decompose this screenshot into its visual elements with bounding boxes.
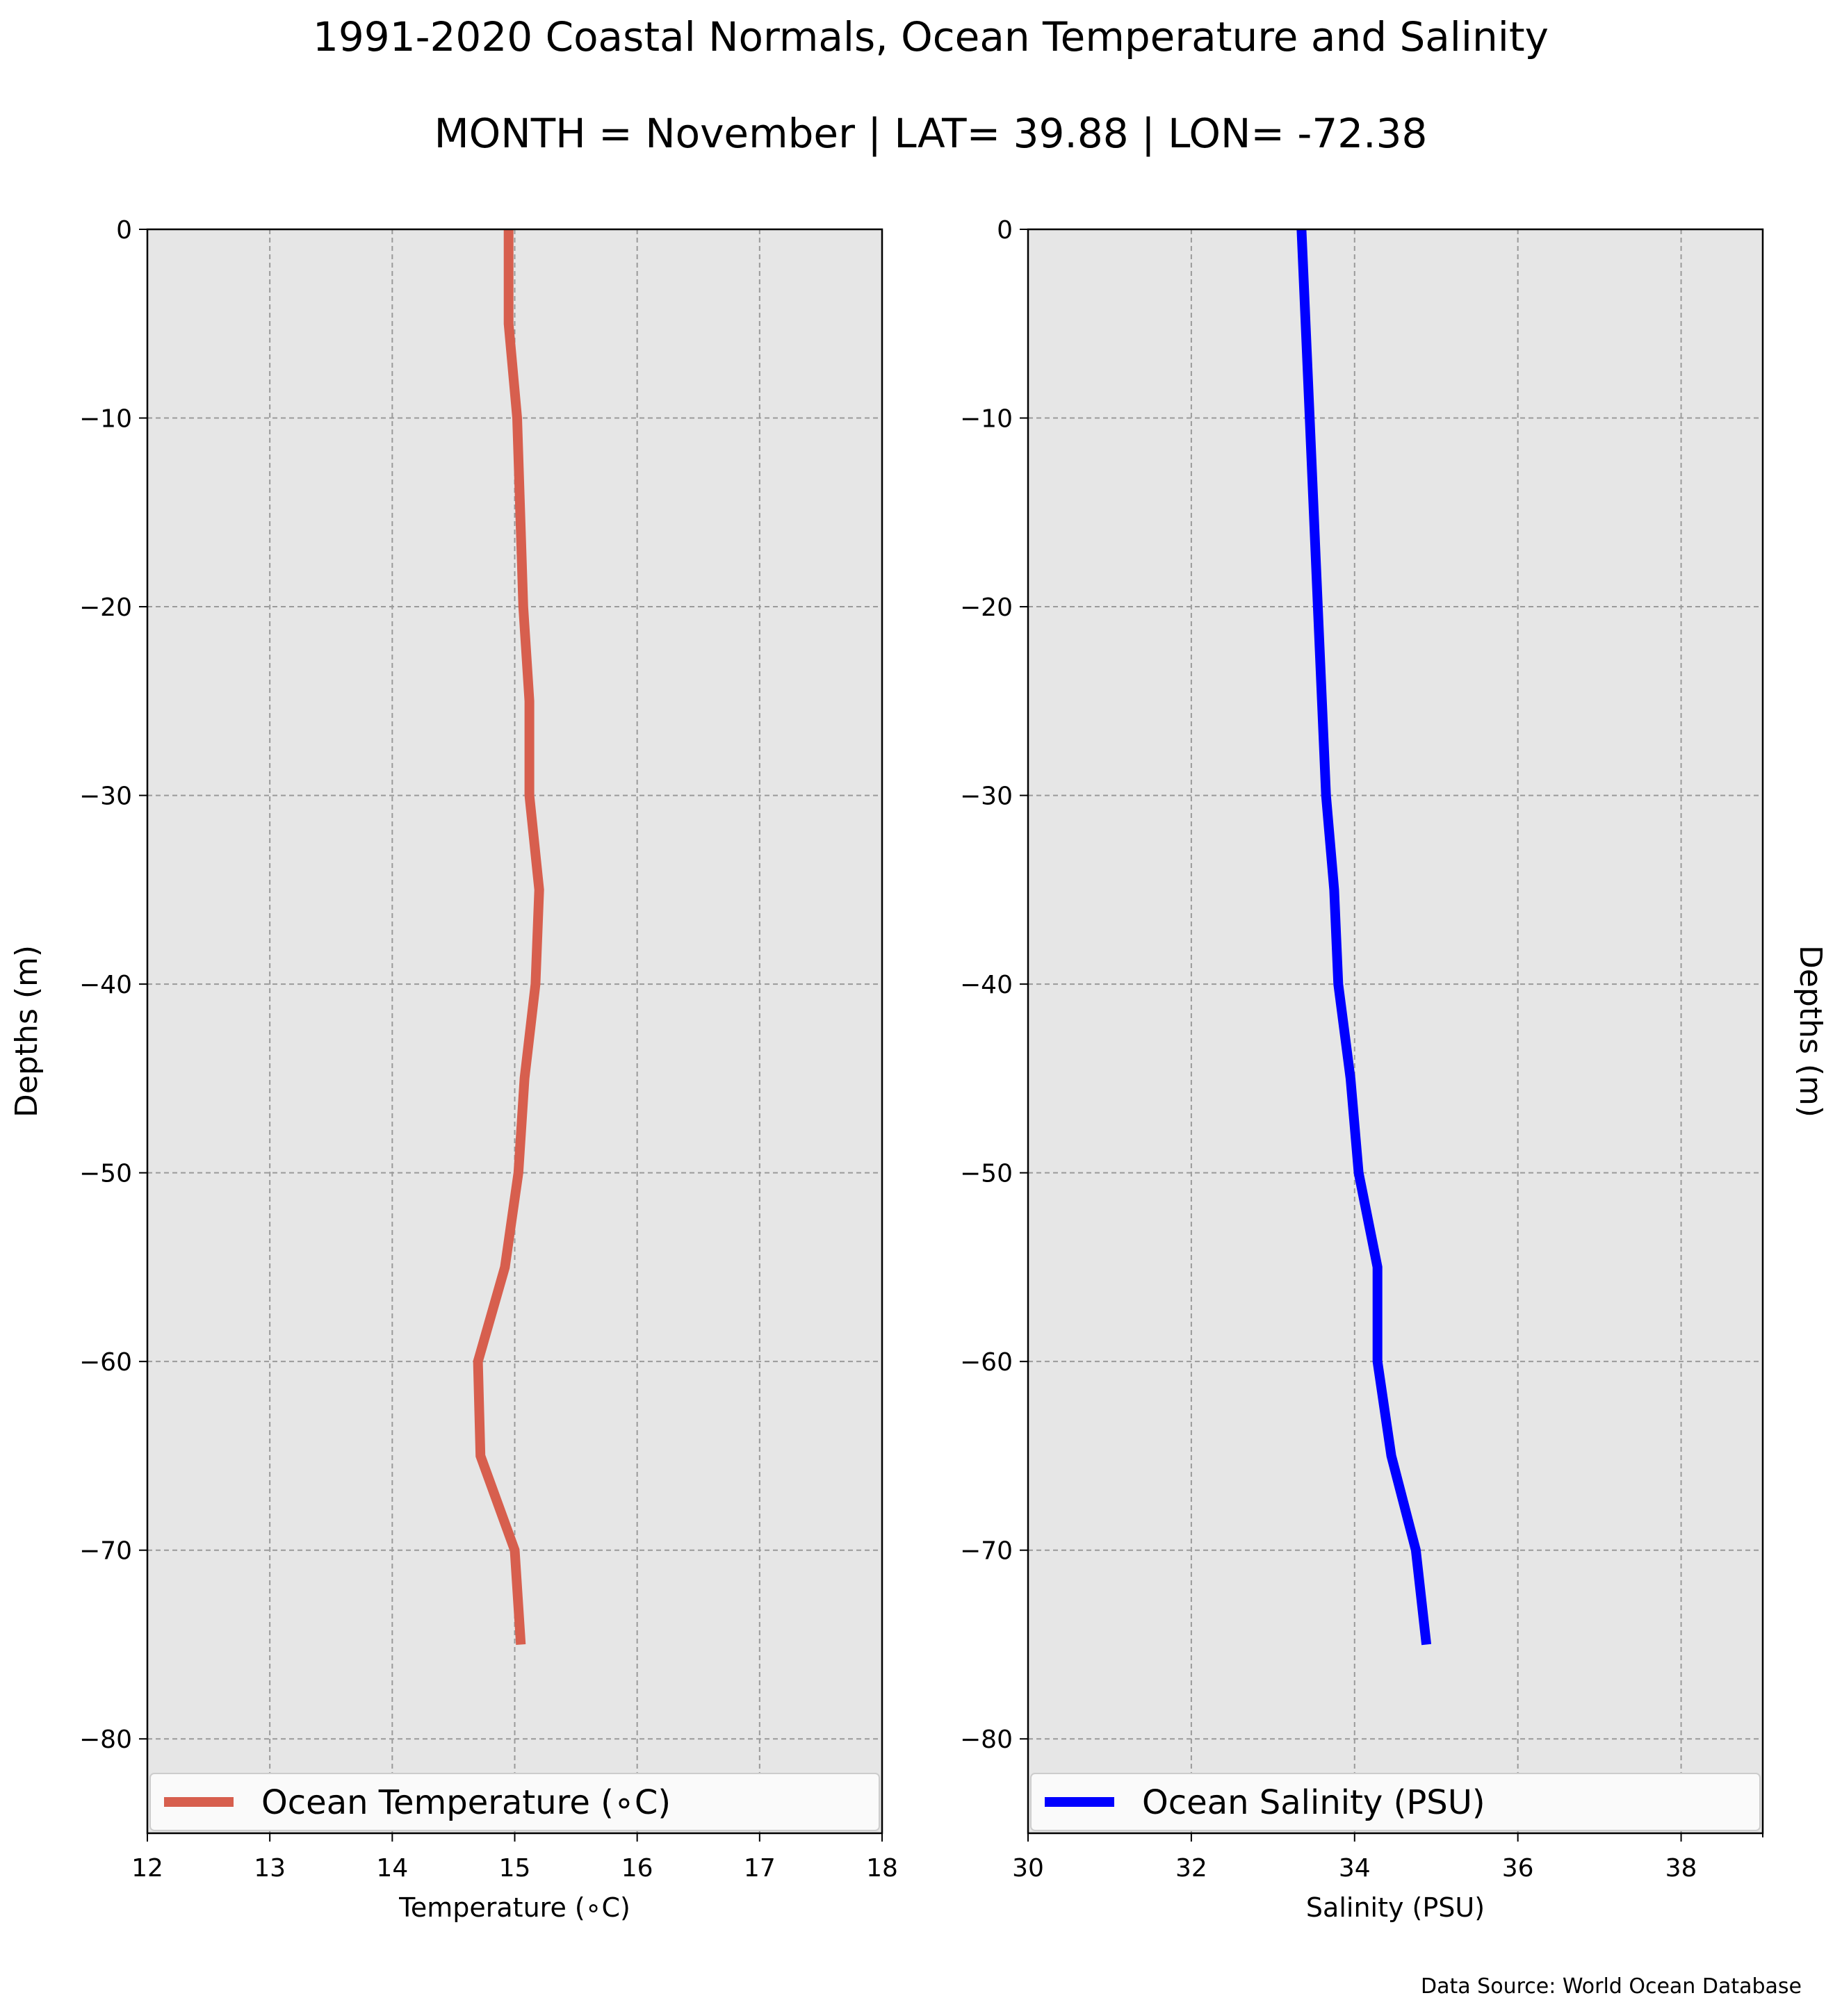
temp-series-line [473, 229, 544, 1645]
sal-y-tick-label: −10 [960, 405, 1013, 434]
temp-y-tick-label: −30 [79, 782, 132, 811]
sal-y-tick-label: −70 [960, 1537, 1013, 1566]
temp-x-tick-label: 14 [376, 1854, 408, 1883]
temp-x-tick-label: 17 [744, 1854, 776, 1883]
temp-x-tick-label: 18 [866, 1854, 898, 1883]
chart-title: 1991-2020 Coastal Normals, Ocean Tempera… [313, 13, 1549, 60]
temp-y-axis-label: Depths (m) [9, 945, 44, 1117]
sal-legend: Ocean Salinity (PSU) [1030, 1773, 1761, 1831]
sal-x-tick-label: 36 [1502, 1854, 1534, 1883]
sal-axes-frame [1027, 228, 1764, 1835]
sal-plot-area [1028, 229, 1763, 1833]
salinity-panel: 30 32 34 36 38 0 −10 −20 −30 −40 −50 −60 −70 −80 Ocean… [960, 216, 1828, 1923]
temp-x-axis-label: Temperature (∘C) [398, 1892, 630, 1923]
temp-y-tick-label: −20 [79, 593, 132, 622]
sal-y-tick-label: −80 [960, 1726, 1013, 1754]
sal-legend-box [1030, 1773, 1761, 1831]
sal-x-axis-label: Salinity (PSU) [1306, 1892, 1485, 1923]
sal-y-tick-label: −60 [960, 1348, 1013, 1377]
temp-y-tick-label: −10 [79, 405, 132, 434]
temp-y-tick-label: −40 [79, 971, 132, 999]
sal-y-tick-label: −50 [960, 1160, 1013, 1188]
temp-y-tick-label: −60 [79, 1348, 132, 1377]
sal-x-tick-label: 30 [1012, 1854, 1044, 1883]
sal-legend-label: Ocean Salinity (PSU) [1142, 1783, 1485, 1822]
temp-axes-frame [146, 228, 883, 1835]
sal-x-tick-label: 32 [1175, 1854, 1207, 1883]
temperature-panel: 12 13 14 15 16 17 18 0 −10 −20 −30 −40 −50 −60 −70 −80 O… [9, 216, 898, 1923]
temp-y-tick-label: −50 [79, 1160, 132, 1188]
temp-y-tick-label: −70 [79, 1537, 132, 1566]
temp-x-tick-label: 13 [254, 1854, 286, 1883]
sal-y-tick-label: 0 [997, 216, 1013, 245]
sal-y-tick-label: −40 [960, 971, 1013, 999]
sal-series-line [1296, 229, 1432, 1646]
temp-y-tick-label: −80 [79, 1726, 132, 1754]
sal-y-tick-label: −30 [960, 782, 1013, 811]
sal-y-axis-label: Depths (m) [1793, 945, 1828, 1117]
sal-x-tick-label: 38 [1665, 1854, 1697, 1883]
data-source-footer: Data Source: World Ocean Database [1421, 1974, 1802, 1999]
temp-legend-label: Ocean Temperature (∘C) [261, 1783, 671, 1822]
temp-y-tick-label: 0 [116, 216, 132, 245]
chart-subtitle: MONTH = November | LAT= 39.88 | LON= -72… [434, 110, 1428, 157]
temp-x-tick-label: 15 [499, 1854, 531, 1883]
temp-x-tick-label: 12 [131, 1854, 163, 1883]
temp-x-tick-label: 16 [621, 1854, 653, 1883]
temp-legend: Ocean Temperature (∘C) [149, 1773, 880, 1831]
temp-legend-box [149, 1773, 880, 1831]
sal-x-tick-label: 34 [1339, 1854, 1371, 1883]
sal-y-tick-label: −20 [960, 593, 1013, 622]
